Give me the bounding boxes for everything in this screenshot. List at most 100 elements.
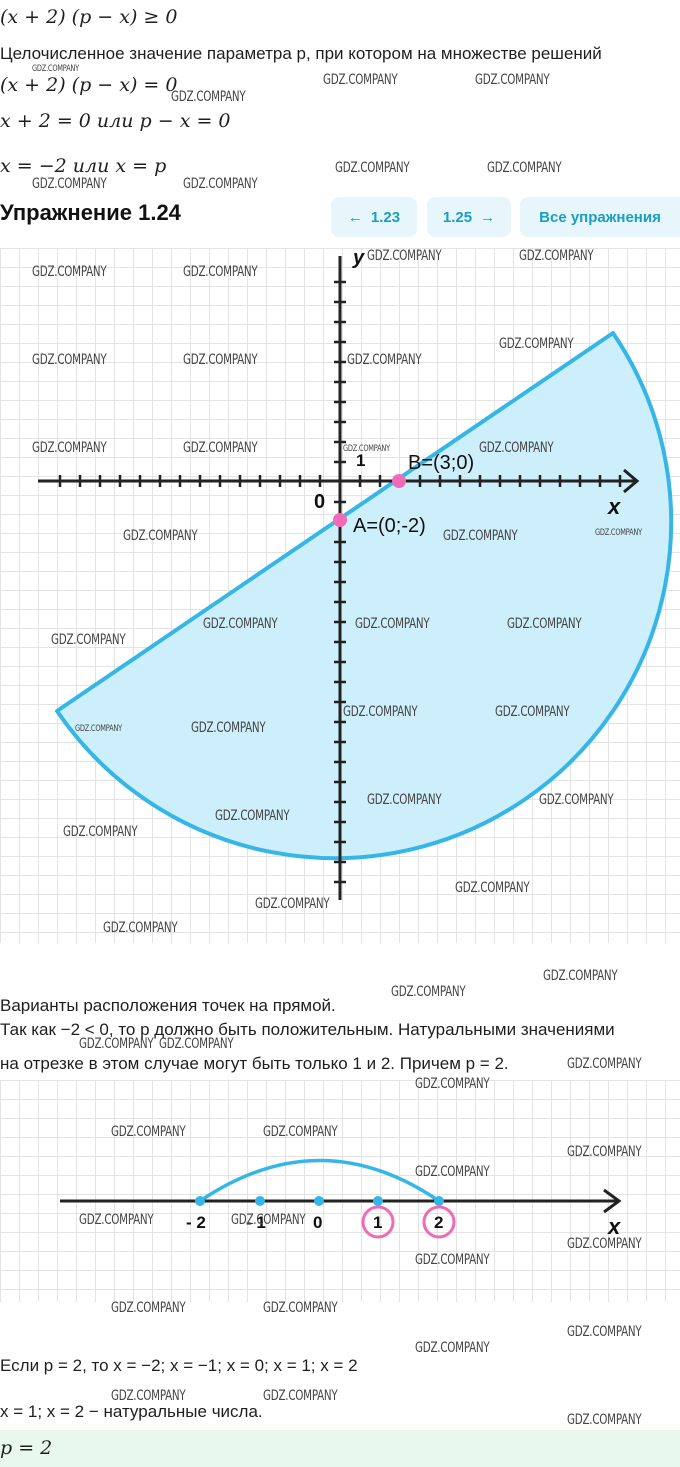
x-axis-label: x <box>607 494 621 519</box>
watermark-text: GDZ.COMPANY <box>32 352 107 368</box>
watermark-text: GDZ.COMPANY <box>415 1076 490 1092</box>
watermark-text: GDZ.COMPANY <box>263 1300 338 1316</box>
graph-coordinate-plane: y x 0 1 B=(3;0) A=(0;-2) <box>0 248 680 943</box>
watermark-text: GDZ.COMPANY <box>103 920 178 936</box>
all-exercises-label: Все упражнения <box>539 208 661 226</box>
number-point <box>373 1196 383 1206</box>
watermark-text: GDZ.COMPANY <box>123 528 198 544</box>
roots-line: x = −2 или x = p <box>0 155 167 177</box>
point-b <box>392 474 406 488</box>
watermark-text: GDZ.COMPANY <box>415 1252 490 1268</box>
graph-svg: y x 0 1 B=(3;0) A=(0;-2) <box>38 248 674 900</box>
watermark-text: GDZ.COMPANY <box>415 1340 490 1356</box>
prev-exercise-label: 1.23 <box>370 208 401 226</box>
highlight-circle-1 <box>361 1205 395 1239</box>
exercise-title: Упражнение 1.24 <box>0 200 181 225</box>
watermark-text: GDZ.COMPANY <box>347 352 422 368</box>
watermark-text: GDZ.COMPANY <box>171 89 246 105</box>
watermark-text: GDZ.COMPANY <box>231 1212 306 1228</box>
tick-label-2: 2 <box>434 1213 443 1232</box>
watermark-text: GDZ.COMPANY <box>475 72 550 88</box>
watermark-text: GDZ.COMPANY <box>111 1300 186 1316</box>
watermark-text: GDZ.COMPANY <box>343 444 390 454</box>
tick-label-neg1: - 1 <box>246 1213 266 1232</box>
number-line-x-label: x <box>607 1214 621 1239</box>
watermark-text: GDZ.COMPANY <box>519 248 594 264</box>
watermark-text: GDZ.COMPANY <box>567 1236 642 1252</box>
watermark-text: GDZ.COMPANY <box>567 1412 642 1428</box>
watermark-text: GDZ.COMPANY <box>79 1212 154 1228</box>
watermark-text: GDZ.COMPANY <box>183 264 258 280</box>
arrow-left-icon: ← <box>347 208 363 226</box>
number-point <box>195 1196 205 1206</box>
watermark-text: GDZ.COMPANY <box>263 1388 338 1404</box>
point-a <box>333 513 347 527</box>
watermark-text: GDZ.COMPANY <box>567 1144 642 1160</box>
watermark-text: GDZ.COMPANY <box>487 160 562 176</box>
watermark-text: GDZ.COMPANY <box>203 616 278 632</box>
factor-line: x + 2 = 0 или p − x = 0 <box>0 110 231 132</box>
positions-text: Варианты расположения точек на прямой. <box>0 996 336 1014</box>
watermark-text: GDZ.COMPANY <box>367 248 442 264</box>
watermark-text: GDZ.COMPANY <box>183 440 258 456</box>
number-point <box>314 1196 324 1206</box>
number-point <box>255 1196 265 1206</box>
reasoning-text-1: Так как −2 < 0, то p должно быть положит… <box>0 1020 615 1039</box>
x-axis-arrow-icon <box>623 468 640 494</box>
watermark-text: GDZ.COMPANY <box>391 984 466 1000</box>
y-axis-label: y <box>352 248 365 269</box>
natural-numbers-text: x = 1; x = 2 − натуральные числа. <box>0 1402 263 1421</box>
next-exercise-label: 1.25 <box>442 208 473 226</box>
point-b-label: B=(3;0) <box>408 452 474 474</box>
unit-tick-label: 1 <box>356 451 365 470</box>
watermark-text: GDZ.COMPANY <box>499 336 574 352</box>
number-line-area: - 2 - 1 0 1 2 x <box>0 1080 680 1302</box>
watermark-text: GDZ.COMPANY <box>191 720 266 736</box>
watermark-text: GDZ.COMPANY <box>63 824 138 840</box>
interval-arc <box>199 1158 440 1203</box>
highlight-circle-2 <box>422 1205 456 1239</box>
watermark-text: GDZ.COMPANY <box>543 968 618 984</box>
watermark-text: GDZ.COMPANY <box>159 1036 234 1052</box>
watermark-text: GDZ.COMPANY <box>75 724 122 734</box>
watermark-text: GDZ.COMPANY <box>79 1036 154 1052</box>
watermark-text: GDZ.COMPANY <box>367 792 442 808</box>
watermark-text: GDZ.COMPANY <box>567 1056 642 1072</box>
number-point <box>434 1196 444 1206</box>
prev-exercise-button[interactable]: ← 1.23 <box>331 197 417 237</box>
tick-label-1: 1 <box>373 1213 382 1232</box>
watermark-text: GDZ.COMPANY <box>32 64 79 74</box>
watermark-text: GDZ.COMPANY <box>455 880 530 896</box>
watermark-text: GDZ.COMPANY <box>323 72 398 88</box>
solution-region <box>55 331 674 861</box>
watermark-text: GDZ.COMPANY <box>183 352 258 368</box>
watermark-text: GDZ.COMPANY <box>51 632 126 648</box>
watermark-text: GDZ.COMPANY <box>263 1124 338 1140</box>
next-exercise-button[interactable]: 1.25 → <box>427 197 511 237</box>
tick-label-0: 0 <box>313 1213 322 1232</box>
inequality-line: (x + 2) (p − x) ≥ 0 <box>0 6 178 28</box>
watermark-text: GDZ.COMPANY <box>507 616 582 632</box>
watermark-text: GDZ.COMPANY <box>495 704 570 720</box>
answer-box: p = 2 <box>0 1430 680 1467</box>
watermark-text: GDZ.COMPANY <box>183 176 258 192</box>
watermark-text: GDZ.COMPANY <box>443 528 518 544</box>
substitution-text: Если p = 2, то x = −2; x = −1; x = 0; x … <box>0 1356 358 1375</box>
all-exercises-button[interactable]: Все упражнения <box>520 197 680 237</box>
watermark-text: GDZ.COMPANY <box>255 896 330 912</box>
watermark-text: GDZ.COMPANY <box>111 1388 186 1404</box>
tick-label-neg2: - 2 <box>186 1213 206 1232</box>
arrow-right-icon: → <box>480 208 496 226</box>
watermark-text: GDZ.COMPANY <box>215 808 290 824</box>
answer-text: p = 2 <box>0 1437 53 1459</box>
watermark-text: GDZ.COMPANY <box>32 440 107 456</box>
watermark-text: GDZ.COMPANY <box>595 528 642 538</box>
number-line-arrow-icon <box>603 1188 622 1214</box>
watermark-text: GDZ.COMPANY <box>343 704 418 720</box>
watermark-text: GDZ.COMPANY <box>32 264 107 280</box>
watermark-text: GDZ.COMPANY <box>539 792 614 808</box>
number-line-svg: - 2 - 1 0 1 2 x <box>60 1158 622 1239</box>
point-a-label: A=(0;-2) <box>353 515 426 537</box>
param-text-line: Целочисленное значение параметра p, при … <box>0 44 602 63</box>
equation-line: (x + 2) (p − x) = 0 <box>0 74 178 96</box>
